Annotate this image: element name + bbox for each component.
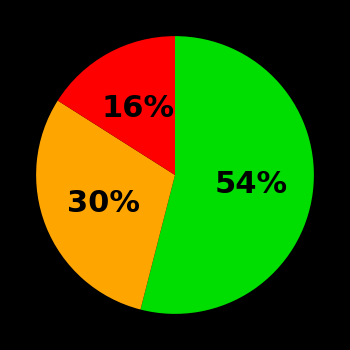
Wedge shape [36,100,175,309]
Text: 54%: 54% [214,170,287,199]
Text: 16%: 16% [102,93,175,122]
Wedge shape [58,36,175,175]
Text: 30%: 30% [68,189,140,218]
Wedge shape [140,36,314,314]
